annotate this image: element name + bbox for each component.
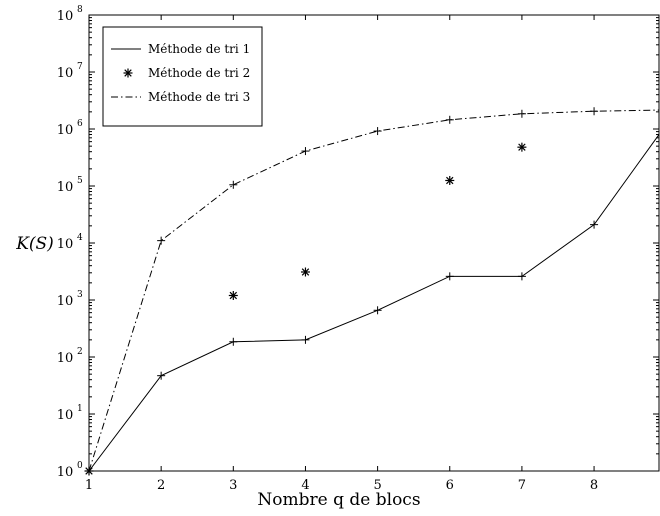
x-tick-label: 4 (301, 478, 309, 493)
data-series (84, 107, 660, 476)
y-tick-exponent: 0 (77, 461, 83, 471)
y-tick-exponent: 3 (77, 290, 83, 300)
asterisk-stroke (229, 291, 238, 300)
y-tick-label: 10 8 (57, 5, 83, 24)
series-3 (85, 107, 660, 475)
y-tick-label: 10 6 (57, 119, 83, 138)
y-tick-exponent: 8 (77, 5, 83, 15)
series-1 (85, 134, 660, 475)
asterisk-stroke (124, 69, 132, 77)
legend-item: Méthode de tri 3 (111, 90, 250, 104)
legend-label: Méthode de tri 3 (148, 90, 250, 104)
x-tick-label: 3 (229, 478, 237, 493)
x-tick-label: 8 (590, 478, 598, 493)
series-3-point (85, 467, 93, 475)
legend-label: Méthode de tri 1 (148, 42, 250, 56)
y-tick-label: 10 1 (57, 404, 83, 423)
series-1-point (590, 220, 599, 229)
asterisk-stroke (518, 143, 526, 151)
legend-box (102, 26, 263, 127)
series-3-point (301, 147, 310, 156)
y-axis-label: K(S) (15, 234, 54, 254)
asterisk-stroke (301, 268, 310, 276)
y-tick-base: 10 (57, 123, 74, 138)
y-tick-label: 10 5 (57, 176, 83, 195)
y-tick-base: 10 (57, 351, 74, 366)
series-3-point (517, 109, 526, 118)
plot-area (88, 14, 660, 472)
y-tick-exponent: 1 (77, 404, 83, 414)
y-tick-label: 10 2 (57, 347, 83, 366)
series-3-point (229, 180, 238, 189)
y-tick-label: 10 0 (57, 461, 83, 480)
series-1-point (301, 335, 310, 344)
series-3-point (445, 115, 454, 124)
series-3-line (88, 109, 660, 472)
legend-item: Méthode de tri 1 (111, 42, 250, 56)
series-2 (84, 142, 527, 476)
y-tick-base: 10 (57, 465, 74, 480)
series-3-point (590, 107, 599, 116)
y-tick-exponent: 2 (77, 347, 83, 357)
legend-label: Méthode de tri 2 (148, 66, 250, 80)
asterisk-stroke (446, 176, 454, 185)
y-tick-label: 10 4 (57, 233, 83, 252)
legend-item: Méthode de tri 2 (123, 66, 250, 80)
series-2-point (228, 290, 238, 300)
legend-swatch (123, 68, 133, 78)
x-tick-label: 1 (85, 478, 93, 493)
y-tick-exponent: 5 (77, 176, 83, 186)
series-1-point (229, 337, 238, 346)
y-tick-base: 10 (57, 9, 74, 24)
x-tick-label: 5 (373, 478, 381, 493)
y-tick-exponent: 7 (77, 62, 83, 72)
series-1-point (157, 371, 166, 380)
x-tick-label: 2 (157, 478, 165, 493)
series-1-point (373, 306, 382, 315)
series-1-line (88, 134, 660, 472)
y-tick-label: 10 7 (57, 62, 83, 81)
y-tick-exponent: 4 (77, 233, 83, 243)
x-axis-label: Nombre q de blocs (257, 490, 420, 510)
y-tick-base: 10 (57, 237, 74, 252)
series-2-point (300, 267, 310, 277)
x-tick-label: 7 (518, 478, 526, 493)
y-tick-base: 10 (57, 408, 74, 423)
plot-frame (88, 14, 660, 472)
y-tick-base: 10 (57, 180, 74, 195)
legend: Méthode de tri 1 Méthode de tri 2 Méthode … (102, 26, 263, 127)
y-tick-exponent: 6 (77, 119, 83, 129)
series-2-point (445, 175, 455, 185)
y-tick-base: 10 (57, 66, 74, 81)
y-tick-base: 10 (57, 294, 74, 309)
y-tick-label: 10 3 (57, 290, 83, 309)
series-3-point (157, 236, 166, 245)
series-1-point (517, 272, 526, 281)
series-3-point (373, 127, 382, 136)
series-1-point (445, 272, 454, 281)
series-2-point (517, 142, 527, 152)
x-tick-label: 6 (446, 478, 454, 493)
